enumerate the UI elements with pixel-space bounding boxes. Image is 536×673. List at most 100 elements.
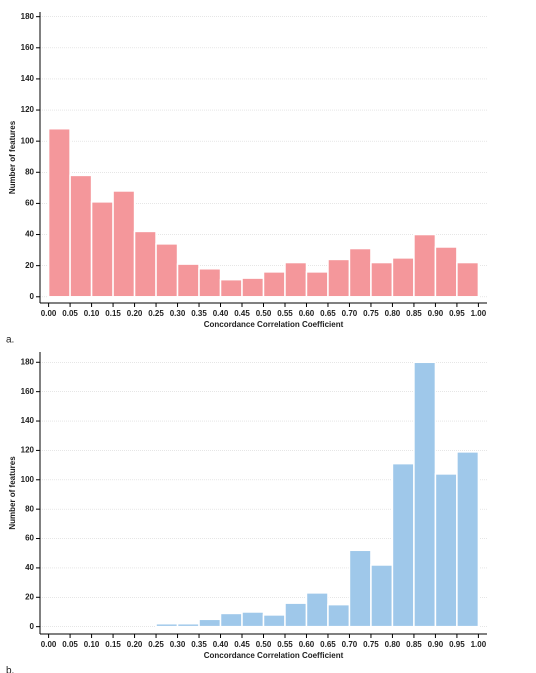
- bar: [327, 258, 351, 298]
- y-tick-label: 180: [21, 357, 35, 366]
- x-tick-label: 0.35: [191, 309, 207, 318]
- bar: [391, 257, 415, 298]
- bar: [176, 622, 200, 628]
- bar: [133, 230, 157, 298]
- x-tick-label: 0.35: [191, 640, 207, 649]
- x-tick-label: 0.45: [234, 309, 250, 318]
- bar: [219, 612, 243, 628]
- y-tick-label: 140: [21, 74, 35, 83]
- bar: [370, 261, 394, 298]
- bar: [112, 190, 136, 298]
- bar: [413, 233, 437, 298]
- bar: [456, 261, 480, 298]
- x-tick-label: 0.20: [127, 309, 143, 318]
- x-tick-label: 0.20: [127, 640, 143, 649]
- y-tick-label: 80: [25, 504, 34, 513]
- y-tick-label: 60: [25, 534, 34, 543]
- x-tick-label: 0.85: [406, 640, 422, 649]
- bar: [284, 602, 308, 628]
- bar: [69, 174, 93, 298]
- x-tick-label: 0.70: [342, 309, 358, 318]
- x-tick-label: 0.95: [449, 640, 465, 649]
- x-tick-label: 0.05: [62, 640, 78, 649]
- x-tick-label: 0.25: [148, 640, 164, 649]
- x-tick-label: 0.80: [385, 640, 401, 649]
- y-axis-label: Number of features: [8, 120, 17, 194]
- x-tick-label: 0.10: [84, 309, 100, 318]
- y-tick-label: 140: [21, 416, 35, 425]
- y-tick-label: 80: [25, 167, 34, 176]
- x-tick-label: 0.80: [385, 309, 401, 318]
- bar: [47, 127, 71, 298]
- x-tick-label: 0.45: [234, 640, 250, 649]
- bar: [456, 451, 480, 628]
- x-tick-label: 0.50: [256, 640, 272, 649]
- bar: [305, 592, 329, 628]
- x-tick-label: 0.40: [213, 640, 229, 649]
- y-tick-label: 100: [21, 475, 35, 484]
- y-tick-label: 160: [21, 387, 35, 396]
- x-tick-label: 0.00: [41, 640, 57, 649]
- bar: [434, 246, 458, 298]
- y-tick-label: 180: [21, 12, 35, 21]
- bar: [391, 462, 415, 628]
- bar: [219, 278, 243, 298]
- y-tick-label: 100: [21, 136, 35, 145]
- bar: [434, 473, 458, 628]
- x-tick-label: 0.75: [363, 640, 379, 649]
- x-tick-label: 0.15: [105, 640, 121, 649]
- x-tick-label: 0.60: [299, 309, 315, 318]
- panel-label: b.: [6, 666, 14, 673]
- x-axis-label: Concordance Correlation Coefficient: [204, 320, 344, 329]
- panel-label: a.: [6, 335, 14, 346]
- x-tick-label: 0.00: [41, 309, 57, 318]
- bar: [284, 261, 308, 298]
- y-axis-label: Number of features: [8, 456, 17, 530]
- y-tick-label: 0: [30, 292, 35, 301]
- y-tick-label: 120: [21, 105, 35, 114]
- y-tick-label: 40: [25, 563, 34, 572]
- bar: [198, 618, 222, 628]
- x-tick-label: 1.00: [471, 309, 487, 318]
- bar: [348, 549, 372, 628]
- bar: [327, 603, 351, 628]
- bar: [176, 263, 200, 298]
- bar: [198, 268, 222, 298]
- x-tick-label: 0.70: [342, 640, 358, 649]
- y-tick-label: 160: [21, 43, 35, 52]
- x-axis-label: Concordance Correlation Coefficient: [204, 651, 344, 660]
- x-tick-label: 0.60: [299, 640, 315, 649]
- x-tick-label: 0.30: [170, 640, 186, 649]
- y-tick-label: 20: [25, 261, 34, 270]
- bar: [241, 611, 265, 628]
- x-tick-label: 0.55: [277, 309, 293, 318]
- x-tick-label: 0.95: [449, 309, 465, 318]
- x-tick-label: 0.40: [213, 309, 229, 318]
- bar: [155, 243, 179, 298]
- x-tick-label: 0.25: [148, 309, 164, 318]
- y-tick-label: 120: [21, 446, 35, 455]
- bar: [155, 622, 179, 628]
- bar: [241, 277, 265, 298]
- x-tick-label: 0.05: [62, 309, 78, 318]
- x-tick-label: 0.75: [363, 309, 379, 318]
- y-tick-label: 20: [25, 592, 34, 601]
- y-tick-label: 40: [25, 230, 34, 239]
- bar: [348, 247, 372, 298]
- x-tick-label: 0.65: [320, 640, 336, 649]
- x-tick-label: 0.30: [170, 309, 186, 318]
- x-tick-label: 0.50: [256, 309, 272, 318]
- x-tick-label: 0.90: [428, 309, 444, 318]
- bar: [262, 271, 286, 298]
- x-tick-label: 0.65: [320, 309, 336, 318]
- y-tick-label: 60: [25, 199, 34, 208]
- bar: [262, 614, 286, 628]
- x-tick-label: 1.00: [471, 640, 487, 649]
- x-tick-label: 0.55: [277, 640, 293, 649]
- bar: [305, 271, 329, 298]
- bar: [413, 361, 437, 628]
- x-tick-label: 0.10: [84, 640, 100, 649]
- x-tick-label: 0.90: [428, 640, 444, 649]
